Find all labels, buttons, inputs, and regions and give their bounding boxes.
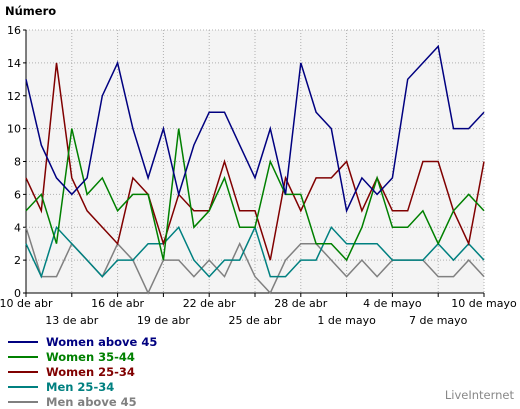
legend-label-women-above-45: Women above 45: [46, 334, 158, 349]
legend-label-women-25-34: Women 25-34: [46, 364, 135, 379]
legend-swatch-men-above-45: [8, 400, 38, 403]
legend-swatch-men-25-34: [8, 385, 38, 388]
legend-label-men-25-34: Men 25-34: [46, 379, 115, 394]
y-tick-label: 12: [7, 90, 21, 103]
legend-swatch-women-35-44: [8, 355, 38, 358]
x-tick-label: 22 de abr: [183, 297, 236, 310]
x-tick-label: 28 de abr: [274, 297, 327, 310]
y-tick-label: 8: [14, 156, 21, 169]
y-axis-label: Número: [5, 4, 57, 18]
y-tick-label: 0: [14, 287, 21, 300]
legend-item-women-25-34: Women 25-34: [8, 364, 157, 379]
legend-item-men-25-34: Men 25-34: [8, 379, 157, 394]
x-tick-label: 7 de mayo: [409, 314, 468, 327]
legend-item-women-35-44: Women 35-44: [8, 349, 157, 364]
legend-item-women-above-45: Women above 45: [8, 334, 157, 349]
x-tick-label: 1 de mayo: [317, 314, 376, 327]
x-tick-label: 19 de abr: [137, 314, 190, 327]
legend-item-men-above-45: Men above 45: [8, 394, 157, 409]
legend-label-men-above-45: Men above 45: [46, 394, 137, 409]
x-tick-label: 16 de abr: [91, 297, 144, 310]
y-tick-label: 2: [14, 254, 21, 267]
series-line-women-25-34: [25, 62, 485, 261]
x-tick-label: 13 de abr: [45, 314, 98, 327]
y-tick-label: 10: [7, 123, 21, 136]
y-tick-label: 6: [14, 188, 21, 201]
legend-swatch-women-above-45: [8, 340, 38, 343]
x-tick-label: 25 de abr: [229, 314, 282, 327]
line-chart: 0 2 4 6 8 10 12 14 16 10 de abr 16 de abr 22 de abr…: [0, 24, 517, 327]
legend: Women above 45 Women 35-44 Women 25-34 M…: [8, 334, 157, 409]
legend-label-women-35-44: Women 35-44: [46, 349, 135, 364]
y-tick-label: 4: [14, 221, 21, 234]
series-line-women-35-44: [25, 128, 485, 262]
brand-label: LiveInternet: [444, 388, 514, 402]
x-tick-label: 4 de mayo: [363, 297, 422, 310]
x-tick-label: 10 de abr: [0, 297, 53, 310]
y-tick-label: 16: [7, 24, 21, 37]
y-tick-label: 14: [7, 57, 21, 70]
legend-swatch-women-25-34: [8, 370, 38, 373]
x-tick-label: 10 de mayo: [451, 297, 517, 310]
series-line-women-above-45: [25, 44, 485, 214]
